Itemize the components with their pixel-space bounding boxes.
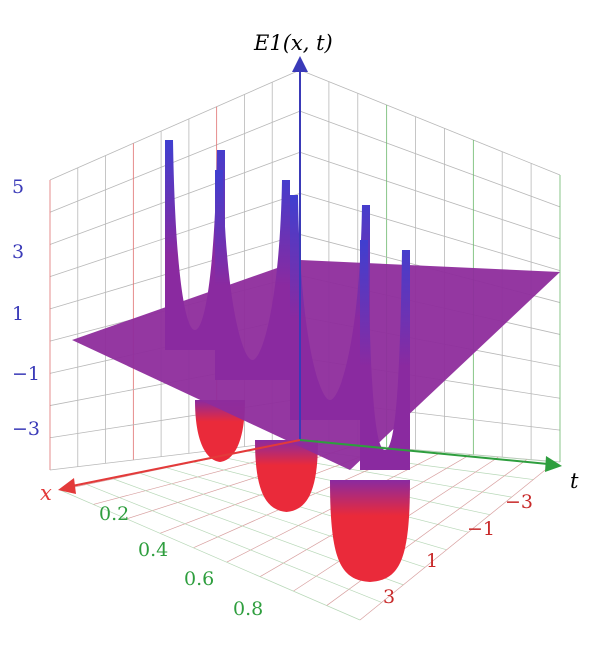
grid-line bbox=[49, 151, 301, 245]
surface-pole-up bbox=[290, 195, 370, 420]
x-axis-title: x bbox=[40, 481, 52, 505]
z-tick-label: −3 bbox=[12, 418, 40, 440]
grid-line bbox=[299, 110, 561, 208]
grid-line bbox=[359, 461, 556, 621]
x-tick-label: 0.2 bbox=[99, 503, 129, 525]
z-tick-label: 1 bbox=[12, 303, 24, 325]
grid-line bbox=[49, 110, 301, 213]
t-tick-label: 1 bbox=[426, 550, 438, 572]
surface-pole-up bbox=[215, 170, 290, 380]
grid-line bbox=[299, 69, 561, 176]
axes bbox=[58, 56, 562, 494]
z-tick-label: −1 bbox=[12, 363, 40, 385]
t-axis-arrow bbox=[545, 456, 562, 472]
grid-line bbox=[86, 484, 382, 603]
surface-pole-up bbox=[165, 140, 225, 350]
t-axis-title: t bbox=[570, 469, 579, 493]
t-tick-label: −1 bbox=[467, 518, 495, 540]
grid-line bbox=[126, 444, 357, 520]
grid-line bbox=[326, 459, 527, 606]
z-axis-arrow bbox=[292, 56, 308, 72]
grid-line bbox=[49, 69, 301, 181]
z-tick-label: 3 bbox=[12, 241, 24, 263]
x-tick-label: 0.8 bbox=[233, 598, 263, 620]
surface-plane bbox=[72, 260, 560, 470]
surface-pole-down bbox=[330, 480, 410, 582]
surface-pole-up bbox=[360, 240, 410, 470]
surface-baseline bbox=[72, 260, 560, 470]
x-axis-arrow bbox=[58, 478, 76, 494]
grid-line bbox=[299, 192, 561, 272]
surface-below-plane bbox=[195, 400, 410, 582]
surface-above-plane bbox=[165, 140, 410, 470]
z-axis-title: E1(x, t) bbox=[253, 31, 333, 55]
surface-pole-down bbox=[195, 400, 245, 462]
t-tick-label: 3 bbox=[383, 586, 395, 608]
surface-pole-down bbox=[255, 440, 318, 512]
grid-line bbox=[59, 489, 361, 621]
t-axis-line bbox=[299, 439, 549, 465]
grid-line bbox=[299, 151, 561, 240]
x-tick-label: 0.4 bbox=[138, 539, 168, 561]
x-axis-line bbox=[71, 439, 301, 487]
t-tick-label: −3 bbox=[505, 491, 533, 513]
x-tick-label: 0.6 bbox=[184, 568, 214, 590]
z-tick-label: 5 bbox=[12, 176, 24, 198]
